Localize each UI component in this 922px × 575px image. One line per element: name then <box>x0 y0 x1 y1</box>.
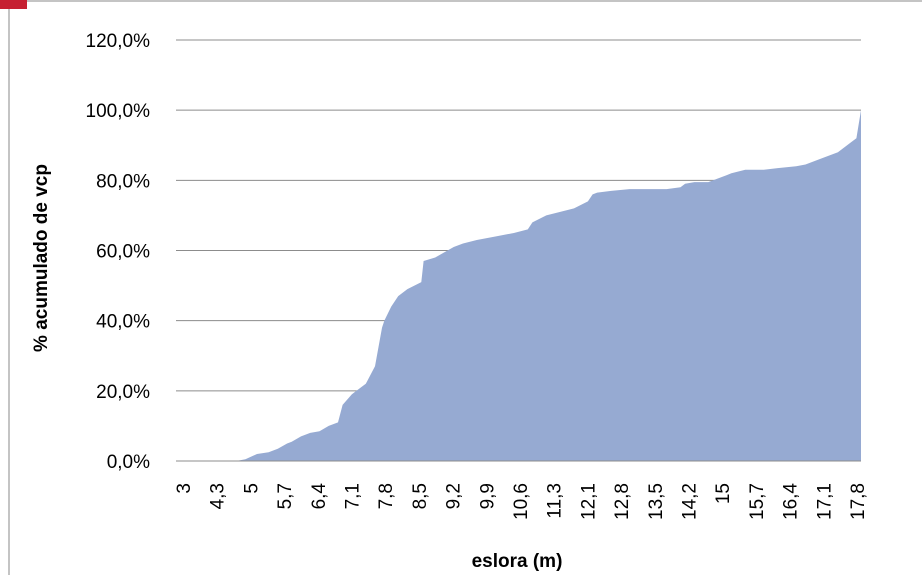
y-axis-title: % acumulado de vcp <box>31 164 52 352</box>
frame-top-border <box>0 0 922 2</box>
y-tick-labels: 0,0% 20,0% 40,0% 60,0% 80,0% 100,0% 120,0% <box>86 31 151 473</box>
x-tick-label: 9,9 <box>477 483 498 509</box>
y-tick-label: 40,0% <box>96 312 150 333</box>
y-tick-label: 20,0% <box>96 382 150 403</box>
x-tick-label: 13,5 <box>646 483 667 520</box>
x-tick-label: 3 <box>174 483 195 494</box>
x-tick-label: 15,7 <box>747 483 768 520</box>
x-tick-label: 8,5 <box>410 483 431 509</box>
y-tick-label: 0,0% <box>107 452 150 473</box>
x-tick-label: 4,3 <box>208 483 229 509</box>
x-tick-label: 12,1 <box>578 483 599 520</box>
x-axis-title: eslora (m) <box>472 551 563 572</box>
x-tick-label: 5,7 <box>275 483 296 509</box>
corner-accent-mark <box>0 0 27 9</box>
x-tick-label: 17,8 <box>848 483 869 520</box>
x-tick-labels: 3 4,3 5 5,7 6,4 7,1 7,8 8,5 9,2 9,9 10,6 11,3 12,1 12… <box>174 483 869 520</box>
x-tick-label: 7,8 <box>376 483 397 509</box>
x-tick-label: 6,4 <box>309 483 330 510</box>
x-tick-label: 12,8 <box>612 483 633 520</box>
x-tick-label: 11,3 <box>545 483 566 519</box>
x-tick-label: 15 <box>713 483 734 504</box>
frame-left-border <box>8 0 10 575</box>
y-tick-label: 120,0% <box>86 31 151 52</box>
x-tick-label: 9,2 <box>444 483 465 509</box>
y-tick-label: 60,0% <box>96 242 150 263</box>
x-tick-label: 7,1 <box>343 483 364 509</box>
x-tick-label: 14,2 <box>680 483 701 520</box>
y-tick-label: 80,0% <box>96 171 150 192</box>
cumulative-area-series <box>176 110 861 461</box>
x-tick-label: 5 <box>241 483 262 494</box>
x-tick-label: 16,4 <box>781 483 802 520</box>
x-tick-label: 10,6 <box>511 483 532 520</box>
x-tick-label: 17,1 <box>814 483 835 520</box>
y-tick-label: 100,0% <box>86 101 151 122</box>
